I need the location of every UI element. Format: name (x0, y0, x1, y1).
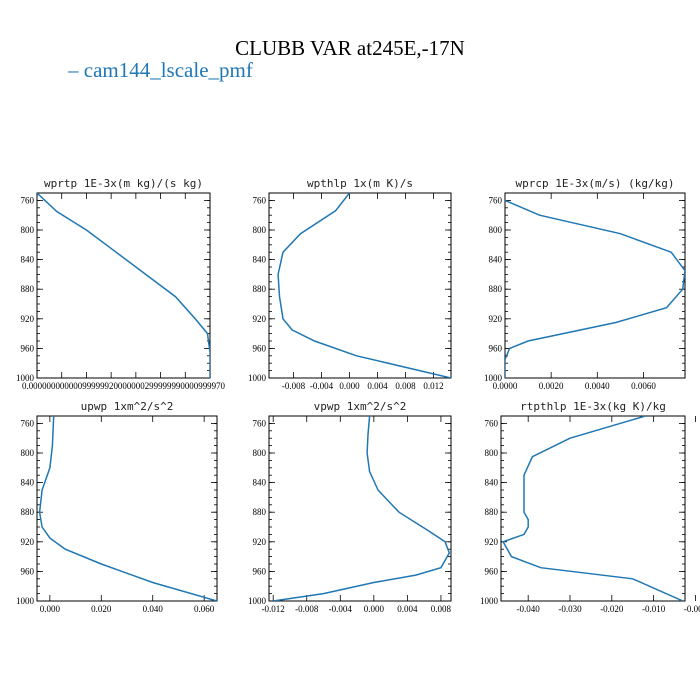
y-tick-label: 760 (253, 418, 267, 428)
y-tick-label: 880 (485, 507, 499, 517)
y-tick-label: 920 (21, 537, 35, 547)
y-tick-label: 920 (253, 537, 267, 547)
y-tick-label: 800 (21, 448, 35, 458)
x-tick-label: 0.000 (339, 381, 360, 391)
y-tick-label: 1000 (248, 596, 267, 606)
x-tick-label: 0.040 (143, 604, 164, 614)
x-tick-label: 0.0060 (631, 381, 656, 391)
panel-title: vpwp 1xm^2/s^2 (314, 400, 407, 413)
y-tick-label: 880 (21, 284, 35, 294)
y-tick-label: 960 (253, 566, 267, 576)
x-tick-label: 0.004 (397, 604, 418, 614)
x-tick-label: 0.000 (364, 604, 385, 614)
panel-title: wpthlp 1x(m K)/s (307, 177, 413, 190)
x-tick-label: 0.0000 (493, 381, 518, 391)
plot-frame (36, 415, 218, 602)
y-tick-label: 920 (489, 314, 503, 324)
x-tick-label: 0.020 (91, 604, 112, 614)
y-tick-label: 840 (485, 478, 499, 488)
y-tick-label: 800 (485, 448, 499, 458)
y-tick-label: 960 (21, 343, 35, 353)
panels-group: wprtp 1E-3x(m kg)/(s kg) 760 800 840 880 920 9… (16, 177, 700, 614)
y-tick-label: 760 (21, 195, 35, 205)
y-tick-label: 960 (253, 343, 267, 353)
legend-entry: – cam144_lscale_pmf (67, 58, 253, 82)
x-tick-label: -0.008 (295, 604, 319, 614)
x-tick-label: 0.060 (194, 604, 215, 614)
y-tick-label: 1000 (248, 373, 267, 383)
x-tick-label: 0.008 (431, 604, 452, 614)
panel-4: upwp 1xm^2/s^2 760 800 840 880 920 960 1000 0.00… (16, 400, 218, 614)
y-tick-label: 880 (253, 507, 267, 517)
x-tick-label: -0.000 (684, 604, 700, 614)
x-tick-label: 0.0020 (539, 381, 564, 391)
x-tick-label: 0.004 (367, 381, 388, 391)
y-tick-label: 1000 (484, 373, 503, 383)
panel-6: rtpthlp 1E-3x(kg K)/kg 760 800 840 880 920 960… (480, 400, 700, 614)
panel-5: vpwp 1xm^2/s^27608008408809209601000-0.0… (248, 400, 452, 614)
y-tick-label: 840 (489, 255, 503, 265)
y-tick-label: 800 (21, 225, 35, 235)
y-tick-label: 1000 (16, 373, 35, 383)
x-tick-label: -0.012 (262, 604, 285, 614)
y-tick-label: 840 (253, 255, 267, 265)
y-tick-label: 840 (21, 255, 35, 265)
x-tick-label: 0.0040 (585, 381, 610, 391)
y-tick-label: 1000 (480, 596, 499, 606)
y-tick-label: 800 (489, 225, 503, 235)
panel-2: wpthlp 1x(m K)/s 760 800 840 880 920 960 1000 -0… (248, 177, 452, 391)
panel-title: wprtp 1E-3x(m kg)/(s kg) (44, 177, 203, 190)
series-line (37, 193, 210, 378)
y-tick-label: 880 (489, 284, 503, 294)
y-tick-label: 800 (253, 448, 267, 458)
y-tick-label: 960 (489, 343, 503, 353)
panel-1: wprtp 1E-3x(m kg)/(s kg) 760 800 840 880 920 9… (16, 177, 225, 391)
x-tick-label: -0.004 (329, 604, 353, 614)
plot-frame (500, 415, 686, 602)
y-tick-label: 1000 (16, 596, 35, 606)
y-tick-label: 920 (253, 314, 267, 324)
y-tick-label: 760 (485, 418, 499, 428)
x-tick-label: -0.010 (642, 604, 666, 614)
plot-frame (504, 192, 686, 379)
y-tick-label: 920 (21, 314, 35, 324)
panel-3: wprcp 1E-3x(m/s) (kg/kg) 760 800 840 880 920 9… (484, 177, 686, 391)
plot-frame (268, 192, 452, 379)
x-tick-label: 0.008 (395, 381, 416, 391)
series-line (277, 193, 451, 378)
x-tick-label: -0.030 (558, 604, 582, 614)
y-tick-label: 880 (253, 284, 267, 294)
y-tick-label: 880 (21, 507, 35, 517)
x-tick-label: -0.020 (600, 604, 624, 614)
panel-title: rtpthlp 1E-3x(kg K)/kg (520, 400, 666, 413)
y-tick-label: 920 (485, 537, 499, 547)
series-line (502, 416, 684, 601)
panel-title: upwp 1xm^2/s^2 (81, 400, 174, 413)
y-tick-label: 840 (253, 478, 267, 488)
series-line (505, 199, 685, 378)
x-tick-labels-overlapping: 0.00000000000099999920000000299999990000… (22, 381, 225, 391)
y-tick-label: 840 (21, 478, 35, 488)
plot-frame (36, 192, 211, 379)
figure-title: CLUBB VAR at245E,-17N (235, 36, 465, 60)
y-tick-label: 760 (21, 418, 35, 428)
y-tick-label: 760 (489, 195, 503, 205)
plot-frame (268, 415, 452, 602)
series-line (38, 416, 217, 601)
y-tick-label: 960 (485, 566, 499, 576)
x-tick-label: -0.008 (282, 381, 306, 391)
x-tick-label: 0.000 (40, 604, 61, 614)
x-tick-label: -0.004 (310, 381, 334, 391)
y-tick-label: 960 (21, 566, 35, 576)
x-tick-label: 0.012 (423, 381, 443, 391)
x-tick-label: -0.040 (517, 604, 541, 614)
series-line (273, 416, 451, 601)
y-tick-label: 800 (253, 225, 267, 235)
panel-title: wprcp 1E-3x(m/s) (kg/kg) (516, 177, 675, 190)
y-tick-label: 760 (253, 195, 267, 205)
